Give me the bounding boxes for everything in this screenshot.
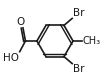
Text: HO: HO bbox=[3, 53, 19, 63]
Text: O: O bbox=[17, 17, 25, 27]
Text: Br: Br bbox=[73, 64, 84, 74]
Text: CH₃: CH₃ bbox=[82, 36, 101, 46]
Text: Br: Br bbox=[73, 8, 84, 18]
